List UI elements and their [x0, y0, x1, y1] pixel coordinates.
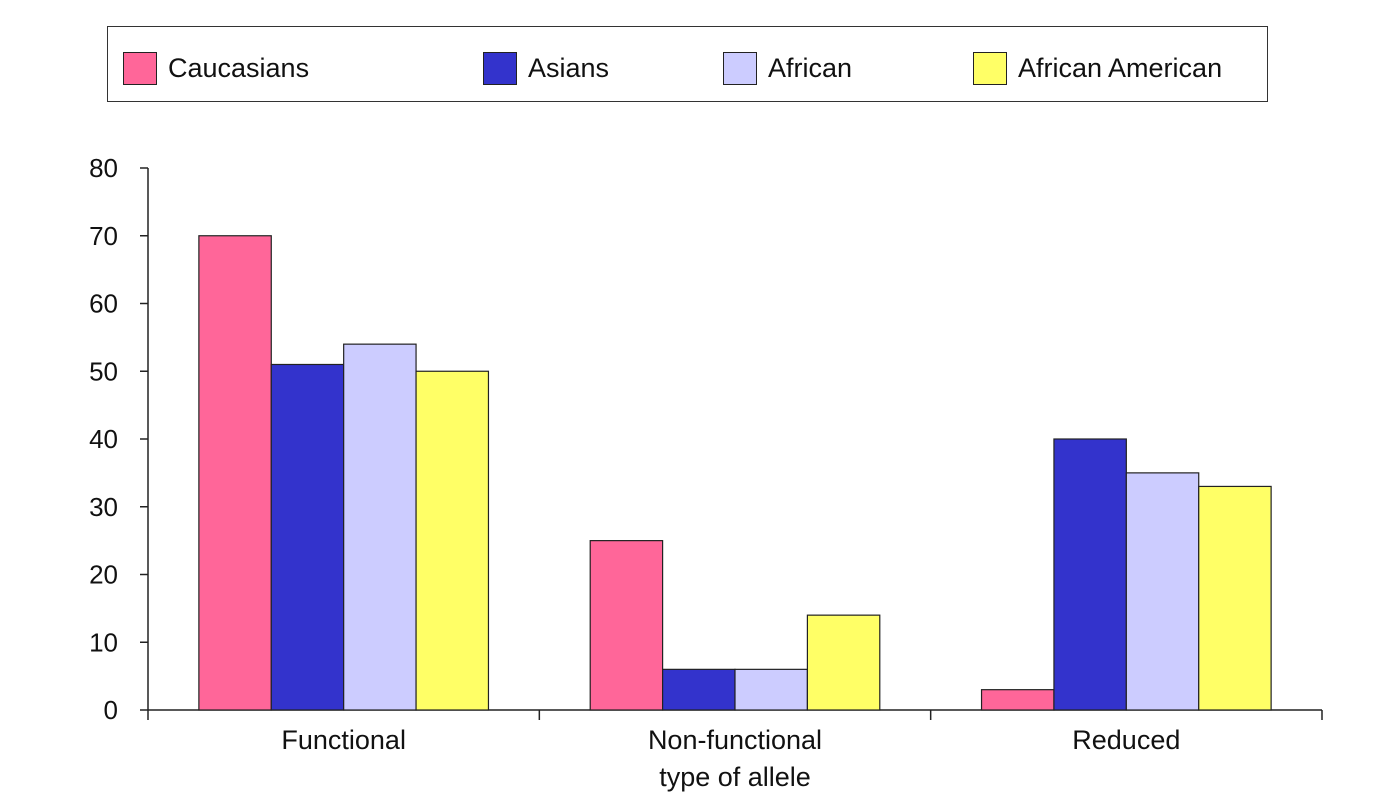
legend-label-caucasians: Caucasians: [168, 53, 310, 83]
bar-caucasians-functional: [198, 235, 272, 711]
x-axis-title: type of allele: [659, 762, 811, 792]
bar-asians-functional: [270, 363, 345, 711]
legend-swatch-caucasians: [123, 51, 157, 85]
y-tick-label: 30: [89, 492, 118, 522]
legend-swatch-african: [723, 51, 757, 85]
bar-african-american-non-functional: [806, 614, 881, 711]
chart-legend: Caucasians Asians African African Americ…: [107, 26, 1268, 102]
y-tick-label: 80: [89, 153, 118, 183]
bar-caucasians-non-functional: [589, 540, 664, 711]
x-category-label: Functional: [281, 725, 406, 755]
bar-african-american-functional: [415, 370, 490, 711]
legend-item-african: African: [723, 51, 852, 85]
y-tick-label: 10: [89, 627, 118, 657]
legend-swatch-african-american: [973, 51, 1007, 85]
y-tick-label: 60: [89, 289, 118, 319]
bar-asians-reduced: [1053, 438, 1127, 711]
bar-african-functional: [343, 343, 417, 711]
legend-label-asians: Asians: [528, 53, 610, 83]
x-category-label: Non-functional: [648, 725, 822, 755]
x-category-label: Reduced: [1072, 725, 1180, 755]
y-tick-label: 50: [89, 356, 118, 386]
bar-african-non-functional: [734, 668, 808, 711]
y-tick-label: 40: [89, 424, 118, 454]
bar-asians-non-functional: [662, 668, 736, 711]
legend-item-caucasians: Caucasians: [123, 51, 309, 85]
y-tick-label: 20: [89, 560, 118, 590]
bar-african-american-reduced: [1198, 485, 1272, 711]
bar-caucasians-reduced: [980, 689, 1055, 711]
legend-item-asians: Asians: [483, 51, 609, 85]
y-tick-label: 0: [104, 695, 118, 725]
bar-african-reduced: [1125, 472, 1200, 711]
legend-label-african-american: African American: [1018, 53, 1223, 83]
legend-swatch-asians: [483, 51, 517, 85]
y-tick-label: 70: [89, 221, 118, 251]
legend-label-african: African: [768, 53, 853, 83]
legend-item-african-american: African American: [973, 51, 1222, 85]
